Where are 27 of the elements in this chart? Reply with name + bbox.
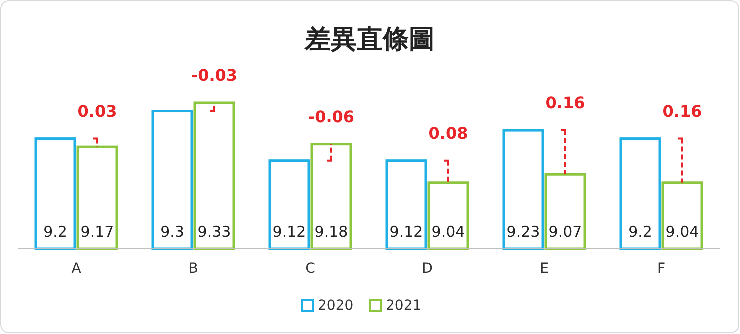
x-tick-label: C xyxy=(306,261,316,277)
data-label: 9.18 xyxy=(314,223,348,241)
annotation: 0.08 xyxy=(428,124,468,143)
x-tick-label: A xyxy=(72,261,82,277)
x-tick-label: F xyxy=(657,261,666,277)
annotation: -0.03 xyxy=(191,66,238,85)
data-label: 9.2 xyxy=(44,223,68,241)
data-label: 9.2 xyxy=(628,223,652,241)
data-label: 9.33 xyxy=(198,223,232,241)
annotation: 0.16 xyxy=(546,94,586,113)
data-label: 9.17 xyxy=(80,223,114,241)
data-label: 9.23 xyxy=(506,223,540,241)
x-tick-label: B xyxy=(188,261,198,277)
x-tick-label: E xyxy=(540,261,549,277)
annotation: -0.06 xyxy=(308,107,355,126)
data-label: 9.07 xyxy=(548,223,582,241)
data-label: 9.04 xyxy=(432,223,466,241)
chart-title: 差異直條圖 xyxy=(304,25,435,55)
data-label: 9.04 xyxy=(666,223,700,241)
x-tick-label: D xyxy=(422,261,433,277)
legend-label: 2021 xyxy=(386,298,422,314)
data-label: 9.12 xyxy=(390,223,424,241)
data-label: 9.3 xyxy=(160,223,184,241)
annotation: 0.03 xyxy=(78,102,118,121)
legend-label: 2020 xyxy=(318,298,354,314)
annotation: 0.16 xyxy=(662,102,702,121)
data-label: 9.12 xyxy=(272,223,306,241)
